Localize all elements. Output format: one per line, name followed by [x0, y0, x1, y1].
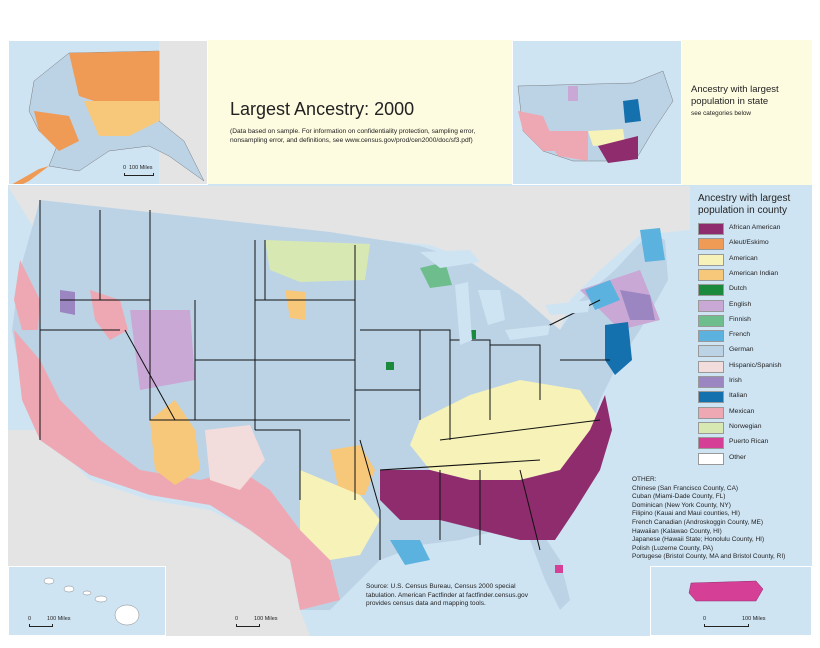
other-item: Japanese (Hawaii State; Honolulu County,… [632, 536, 765, 544]
legend-label: Norwegian [729, 422, 762, 430]
legend-label: Hispanic/Spanish [729, 361, 782, 369]
alaska-map [12, 41, 207, 184]
great-lakes [420, 250, 590, 345]
puerto-rico-map [688, 580, 764, 602]
data-note: (Data based on sample. For information o… [230, 128, 476, 144]
legend-label: English [729, 300, 752, 308]
legend-swatch [698, 406, 724, 419]
puerto-rico-inset [650, 566, 812, 636]
title-panel [208, 40, 512, 184]
state-inset-subcaption: see categories below [691, 110, 752, 117]
legend-label: Other [729, 453, 746, 461]
region-french-2 [585, 280, 620, 310]
other-item: Chinese (San Francisco County, CA) [632, 484, 739, 492]
region-french-3 [640, 228, 665, 262]
region-dutch-2 [386, 362, 394, 370]
region-hispanic [205, 425, 265, 490]
region-finnish [420, 262, 452, 288]
legend-swatch [698, 437, 724, 450]
legend-swatch [698, 238, 724, 251]
other-item: Hawaiian (Kalawao County, HI) [632, 527, 722, 535]
legend-title: Ancestry with largest population in coun… [698, 193, 791, 216]
legend-swatch [698, 452, 724, 465]
region-mexican-2 [14, 260, 40, 330]
region-english [130, 310, 195, 390]
legend-label: Irish [729, 377, 742, 384]
region-mexican-3 [90, 290, 128, 340]
other-item: Filipino (Kauai and Maui counties, HI) [632, 510, 741, 518]
region-american-indian [150, 400, 200, 485]
legend-label: African American [729, 224, 781, 231]
legend-swatch [698, 314, 724, 327]
other-heading: OTHER: [632, 476, 657, 483]
legend-swatch [698, 330, 724, 343]
region-irish [620, 290, 655, 320]
hawaii-map [43, 577, 140, 626]
legend-swatch [698, 299, 724, 312]
state-map [513, 41, 674, 163]
other-item: Cuban (Miami-Dade County, FL) [632, 493, 726, 501]
region-african-american [380, 395, 612, 540]
state-caption-panel [682, 40, 812, 185]
legend-swatch [698, 391, 724, 404]
region-puerto-rican [555, 565, 563, 573]
legend-label: Aleut/Eskimo [729, 239, 769, 247]
legend-swatch [698, 284, 724, 297]
legend-label: American [729, 254, 758, 262]
state-inset [512, 40, 682, 185]
region-american [410, 380, 600, 480]
other-item: Portugese (Bristol County, MA and Bristo… [632, 553, 786, 561]
region-italian [605, 322, 632, 375]
legend-swatch [698, 421, 724, 434]
legend-swatch [698, 360, 724, 373]
other-item: Polish (Luzerne County, PA) [632, 544, 714, 552]
legend-label: Italian [729, 392, 748, 400]
legend-swatch [698, 376, 724, 388]
region-american-2 [300, 470, 380, 560]
legend-label: Dutch [729, 285, 747, 293]
state-borders [39, 200, 610, 560]
region-norwegian [265, 240, 370, 282]
region-american-indian-2 [330, 445, 375, 495]
region-american-indian-3 [285, 290, 305, 320]
legend-label: Finnish [729, 315, 751, 323]
region-french [390, 540, 430, 565]
hawaii-inset [8, 566, 166, 636]
legend-label: American Indian [729, 269, 779, 277]
legend-swatch [698, 345, 724, 358]
other-ancestries: OTHER: Chinese (San Francisco County, CA… [632, 476, 812, 562]
state-inset-caption: Ancestry with largest population in stat… [691, 84, 779, 107]
other-list: Chinese (San Francisco County, CA) Cuban … [632, 485, 812, 562]
legend-label: German [729, 346, 754, 354]
legend-swatch [698, 223, 724, 235]
region-mexican [14, 330, 340, 610]
alaska-inset [8, 40, 208, 185]
region-irish-2 [60, 290, 75, 315]
other-item: Dominican (New York County, NY) [632, 501, 731, 509]
region-dutch [468, 330, 476, 339]
legend-label: Mexican [729, 407, 755, 415]
map-title: Largest Ancestry: 2000 [230, 99, 415, 119]
legend-swatch [698, 268, 724, 281]
legend-swatch [698, 253, 724, 266]
source-note: Source: U.S. Census Bureau, Census 2000 … [366, 583, 529, 608]
legend-label: French [729, 331, 751, 339]
other-item: French Canadian (Androskoggin County, ME… [632, 518, 764, 526]
legend-label: Puerto Rican [729, 438, 769, 446]
